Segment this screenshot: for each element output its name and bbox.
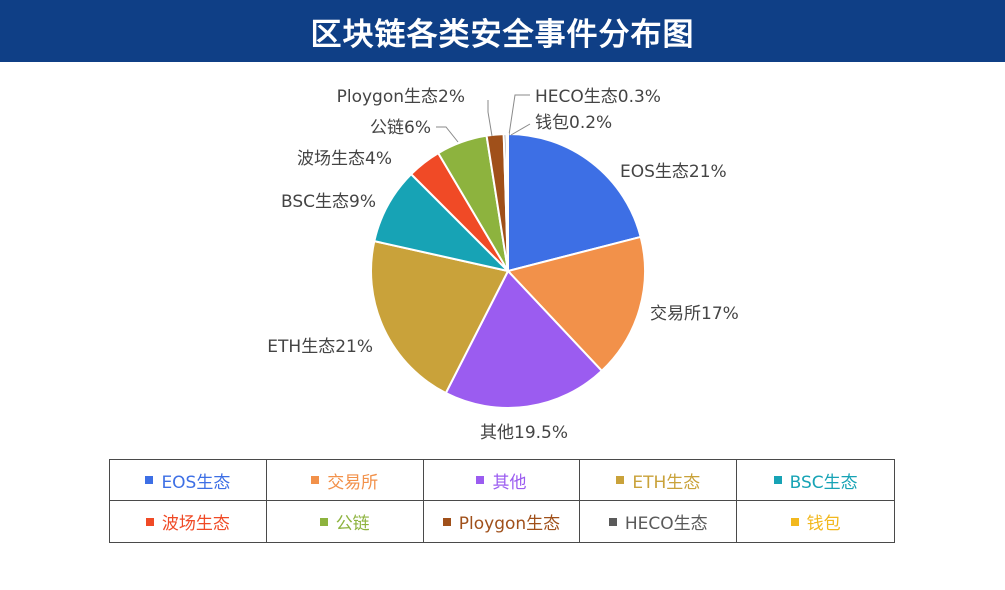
legend-label: ETH生态	[632, 472, 701, 493]
slice-label-9: HECO生态0.3%	[535, 87, 661, 107]
legend-label: Ploygon生态	[458, 514, 561, 534]
legend-item-polygon[interactable]: Ploygon生态	[424, 501, 581, 542]
leader-line	[510, 123, 531, 136]
legend-item-eos[interactable]: EOS生态	[110, 460, 267, 501]
leader-line	[508, 94, 530, 136]
legend-swatch	[145, 476, 154, 484]
legend-swatch	[476, 476, 485, 484]
slice-label-6: 波场生态4%	[297, 149, 392, 169]
slice-label-2: 交易所17%	[650, 304, 739, 324]
legend-label: 钱包	[806, 514, 841, 534]
slice-label-5: BSC生态9%	[281, 192, 376, 212]
legend-item-public-chain[interactable]: 公链	[267, 501, 424, 542]
legend-label: 其他	[492, 472, 527, 493]
legend-item-wallet[interactable]: 钱包	[737, 501, 894, 542]
legend-label: EOS生态	[161, 472, 231, 493]
legend-swatch	[790, 517, 799, 526]
pie-slice-3	[444, 269, 604, 409]
legend-item-tron[interactable]: 波场生态	[110, 501, 267, 542]
leader-line	[436, 126, 459, 143]
legend-swatch	[319, 517, 328, 526]
pie-slice-4	[370, 239, 510, 395]
legend-label: BSC生态	[789, 472, 858, 493]
legend-swatch	[442, 517, 451, 526]
legend-item-eth[interactable]: ETH生态	[580, 460, 738, 501]
pie-chart: EOS生态21% 交易所17% 其他19.5% ETH生态21% BSC生态9% 波场生态…	[267, 87, 739, 443]
legend-item-bsc[interactable]: BSC生态	[737, 460, 894, 501]
slice-label-4: ETH生态21%	[267, 337, 373, 357]
pie-slice-2	[506, 235, 646, 373]
slice-label-10: 钱包0.2%	[535, 113, 612, 133]
legend-item-other[interactable]: 其他	[423, 460, 581, 501]
leader-line	[487, 100, 493, 137]
legend: EOS生态 交易所 其他 ETH生态 BSC生态 波场生态 公链 Ploygon…	[109, 459, 895, 543]
legend-swatch	[145, 517, 154, 526]
legend-swatch	[311, 476, 320, 484]
slice-label-8: Ploygon生态2%	[337, 87, 465, 107]
legend-label: HECO生态	[624, 514, 708, 534]
slice-label-1: EOS生态21%	[620, 162, 727, 182]
legend-label: 波场生态	[161, 514, 230, 534]
legend-item-exchange[interactable]: 交易所	[266, 460, 424, 501]
pie-slice-1	[507, 132, 642, 273]
slice-label-7: 公链6%	[370, 118, 431, 138]
legend-label: 交易所	[327, 472, 379, 493]
legend-item-heco[interactable]: HECO生态	[580, 501, 738, 542]
chart-header: 区块链各类安全事件分布图	[0, 0, 1005, 62]
chart-title: 区块链各类安全事件分布图	[310, 16, 695, 53]
pie-slice-10	[505, 132, 509, 272]
legend-label: 公链	[335, 514, 370, 534]
slice-label-3: 其他19.5%	[480, 423, 568, 443]
legend-swatch	[616, 476, 625, 484]
legend-swatch	[773, 476, 782, 484]
legend-swatch	[608, 517, 617, 526]
